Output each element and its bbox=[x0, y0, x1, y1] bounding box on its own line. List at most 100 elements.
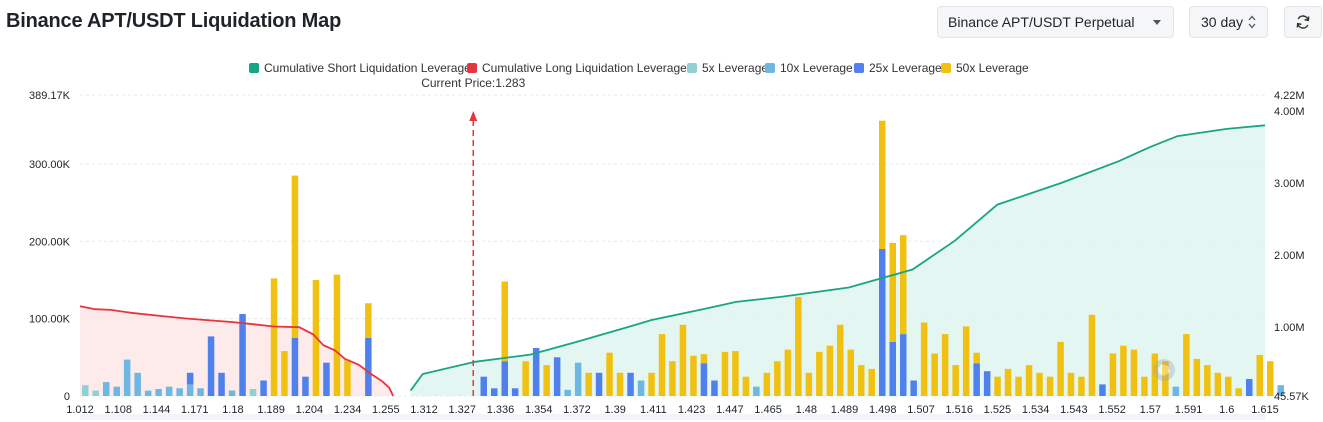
legend-swatch bbox=[765, 63, 775, 73]
bar-93-s3 bbox=[1057, 341, 1064, 396]
bar-53-s1 bbox=[637, 380, 645, 396]
bar-97-s2 bbox=[1099, 384, 1106, 396]
x-tick: 1.615 bbox=[1251, 404, 1279, 416]
bar-2-s1 bbox=[103, 382, 110, 396]
legend-swatch bbox=[249, 63, 259, 73]
x-tick: 1.423 bbox=[678, 404, 706, 416]
sort-updown-icon bbox=[1248, 15, 1256, 29]
x-tick: 1.18 bbox=[222, 404, 243, 416]
x-tick: 1.144 bbox=[143, 404, 171, 416]
legend-swatch bbox=[941, 63, 951, 73]
bar-114-s1 bbox=[1277, 385, 1284, 396]
period-select[interactable]: 30 day bbox=[1189, 6, 1268, 38]
x-tick: 1.312 bbox=[410, 404, 438, 416]
bar-108-s3 bbox=[1214, 372, 1222, 396]
bar-54-s3 bbox=[648, 372, 655, 396]
bar-110-s3 bbox=[1235, 388, 1242, 396]
bar-82-s3 bbox=[941, 334, 949, 396]
y-right-tick: 4.22M bbox=[1274, 90, 1305, 102]
y-right-tick: 3.00M bbox=[1274, 178, 1305, 190]
x-tick: 1.204 bbox=[296, 404, 324, 416]
bar-3-s1 bbox=[113, 386, 120, 396]
bar-112-s3 bbox=[1256, 355, 1263, 396]
current-price-arrow bbox=[469, 111, 478, 121]
x-tick: 1.498 bbox=[869, 404, 897, 416]
bar-100-s3 bbox=[1130, 349, 1138, 396]
bar-109-s3 bbox=[1225, 376, 1232, 396]
bar-9-s1 bbox=[176, 388, 183, 396]
bar-10-s1 bbox=[186, 384, 194, 396]
bar-39-s2 bbox=[491, 388, 498, 396]
bar-80-s3 bbox=[920, 322, 928, 396]
current-price-label: Current Price:1.283 bbox=[421, 76, 525, 90]
bar-14-s1 bbox=[228, 390, 236, 396]
bar-73-s3 bbox=[847, 349, 854, 396]
x-tick: 1.525 bbox=[984, 404, 1012, 416]
bar-5-s1 bbox=[134, 372, 141, 396]
bar-103-s3 bbox=[1162, 361, 1169, 396]
y-left-tick: 200.00K bbox=[29, 236, 71, 248]
legend-label: Cumulative Long Liquidation Leverage bbox=[482, 61, 687, 75]
legend-label: 10x Leverage bbox=[780, 61, 853, 75]
legend-swatch bbox=[467, 63, 477, 73]
bar-111-s2 bbox=[1246, 379, 1253, 396]
y-left-tick: 100.00K bbox=[29, 314, 71, 326]
x-tick: 1.516 bbox=[945, 404, 973, 416]
legend-label: 5x Leverage bbox=[702, 61, 768, 75]
bar-88-s3 bbox=[1004, 368, 1012, 396]
page-title: Binance APT/USDT Liquidation Map bbox=[6, 10, 342, 32]
legend-item-3: 10x Leverage bbox=[765, 61, 853, 75]
x-tick: 1.591 bbox=[1175, 404, 1203, 416]
bar-42-s3 bbox=[522, 361, 529, 396]
bar-84-s3 bbox=[962, 326, 970, 396]
bar-77-s2 bbox=[889, 341, 896, 396]
bar-7-s1 bbox=[155, 389, 162, 396]
bar-0-s0 bbox=[82, 385, 89, 396]
bar-11-s1 bbox=[197, 388, 204, 396]
bar-106-s3 bbox=[1193, 358, 1201, 396]
bar-24-s3 bbox=[333, 274, 341, 396]
x-tick: 1.336 bbox=[487, 404, 515, 416]
current-price-marker bbox=[469, 111, 478, 396]
legend-item-0: Cumulative Short Liquidation Leverage bbox=[249, 61, 471, 75]
bar-58-s3 bbox=[690, 355, 697, 396]
x-tick: 1.507 bbox=[907, 404, 935, 416]
bar-91-s3 bbox=[1036, 372, 1043, 396]
bar-81-s3 bbox=[931, 353, 938, 396]
bar-48-s3 bbox=[585, 372, 592, 396]
bar-47-s1 bbox=[574, 362, 582, 396]
cumulative-areas bbox=[80, 125, 1266, 397]
bar-45-s2 bbox=[553, 357, 561, 396]
legend-swatch bbox=[854, 63, 864, 73]
bar-46-s1 bbox=[564, 389, 571, 396]
x-tick: 1.39 bbox=[604, 404, 625, 416]
y-right-tick: 45.57K bbox=[1274, 391, 1310, 403]
x-tick: 1.465 bbox=[754, 404, 782, 416]
legend-item-2: 5x Leverage bbox=[687, 61, 768, 75]
x-scrollbar-track bbox=[80, 414, 1265, 420]
bar-78-s2 bbox=[900, 334, 907, 396]
bar-55-s3 bbox=[658, 334, 666, 396]
x-tick: 1.489 bbox=[831, 404, 859, 416]
refresh-button[interactable] bbox=[1284, 6, 1322, 38]
x-tick: 1.48 bbox=[796, 404, 817, 416]
bar-17-s2 bbox=[260, 380, 267, 396]
bar-60-s2 bbox=[711, 380, 718, 396]
bar-6-s1 bbox=[144, 390, 152, 396]
legend-swatch bbox=[687, 63, 697, 73]
y-left-tick: 389.17K bbox=[29, 90, 71, 102]
y-left-tick: 0 bbox=[64, 391, 70, 403]
bar-13-s2 bbox=[218, 372, 225, 396]
bar-8-s1 bbox=[165, 386, 173, 396]
period-select-label: 30 day bbox=[1201, 14, 1244, 30]
bar-43-s2 bbox=[532, 348, 540, 396]
bar-59-s3 bbox=[700, 354, 708, 364]
short-cumulative-line bbox=[409, 124, 1266, 392]
market-select[interactable]: Binance APT/USDT Perpetual bbox=[937, 6, 1174, 38]
bar-76-s2 bbox=[879, 249, 886, 396]
bar-41-s2 bbox=[511, 388, 519, 396]
bar-16-s0 bbox=[249, 389, 257, 396]
legend-item-5: 50x Leverage bbox=[941, 61, 1029, 75]
cumulative-lines bbox=[79, 124, 1266, 397]
bar-87-s3 bbox=[994, 376, 1001, 396]
